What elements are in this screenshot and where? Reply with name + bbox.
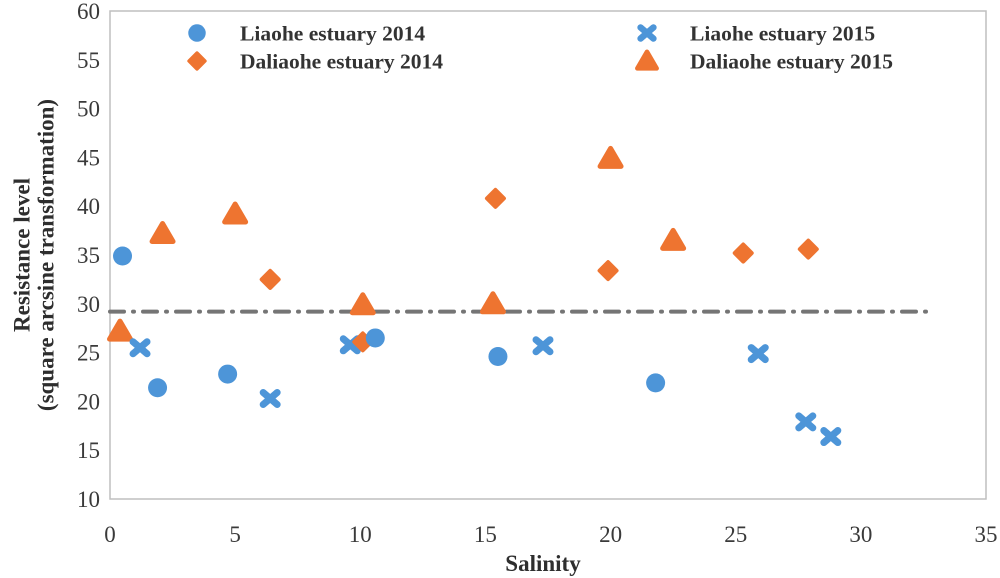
x-tick-label: 35 <box>975 522 998 547</box>
data-point-triangle <box>107 318 134 342</box>
legend-label: Liaohe estuary 2015 <box>690 22 875 46</box>
legend-label: Liaohe estuary 2014 <box>240 22 425 46</box>
y-tick-label: 35 <box>77 243 100 268</box>
legend-label: Daliaohe estuary 2015 <box>690 50 893 74</box>
data-point-circle <box>488 347 508 367</box>
data-point-diamond <box>732 242 754 264</box>
data-point-triangle <box>597 145 624 169</box>
data-point-x <box>820 427 842 447</box>
y-axis-title-line1: Resistance level <box>9 178 35 332</box>
data-point-diamond <box>187 51 207 71</box>
data-point-diamond <box>597 260 619 282</box>
data-point-triangle <box>349 292 376 316</box>
y-tick-label: 50 <box>77 97 100 122</box>
data-point-circle <box>148 378 168 398</box>
data-point-circle <box>188 24 206 42</box>
data-point-triangle <box>479 291 506 315</box>
data-point-triangle <box>222 201 249 225</box>
y-tick-label: 55 <box>77 48 100 73</box>
x-axis-title: Salinity <box>505 551 581 576</box>
y-tick-label: 20 <box>77 389 100 414</box>
plot-frame <box>109 10 987 500</box>
y-tick-label: 30 <box>77 292 100 317</box>
x-tick-label: 15 <box>474 522 497 547</box>
y-tick-label: 10 <box>77 487 100 512</box>
data-point-circle <box>218 364 238 384</box>
data-point-triangle <box>660 227 687 251</box>
x-tick-label: 25 <box>724 522 747 547</box>
x-tick-label: 5 <box>229 522 241 547</box>
data-point-circle <box>365 328 385 348</box>
y-tick-label: 25 <box>77 341 100 366</box>
y-axis-title-line2: (square arcsine transformation) <box>34 98 59 412</box>
data-point-x <box>129 338 151 358</box>
data-point-x <box>795 412 817 432</box>
y-tick-label: 45 <box>77 145 100 170</box>
x-tick-label: 30 <box>849 522 872 547</box>
y-tick-label: 40 <box>77 194 100 219</box>
y-tick-label: 15 <box>77 438 100 463</box>
data-point-circle <box>113 246 133 266</box>
y-tick-label: 60 <box>77 0 100 24</box>
data-point-x <box>637 24 657 42</box>
y-axis-title: Resistance level (square arcsine transfo… <box>9 98 60 412</box>
data-point-diamond <box>259 268 281 290</box>
x-tick-label: 20 <box>599 522 622 547</box>
x-tick-label: 10 <box>349 522 372 547</box>
data-point-triangle <box>149 221 176 245</box>
data-point-diamond <box>797 238 819 260</box>
data-point-diamond <box>484 187 506 209</box>
data-point-triangle <box>635 49 659 71</box>
data-point-x <box>259 388 281 408</box>
data-point-x <box>532 336 554 356</box>
x-tick-label: 0 <box>104 522 116 547</box>
data-point-x <box>747 344 769 364</box>
legend-label: Daliaohe estuary 2014 <box>240 50 443 74</box>
data-point-circle <box>646 373 666 393</box>
